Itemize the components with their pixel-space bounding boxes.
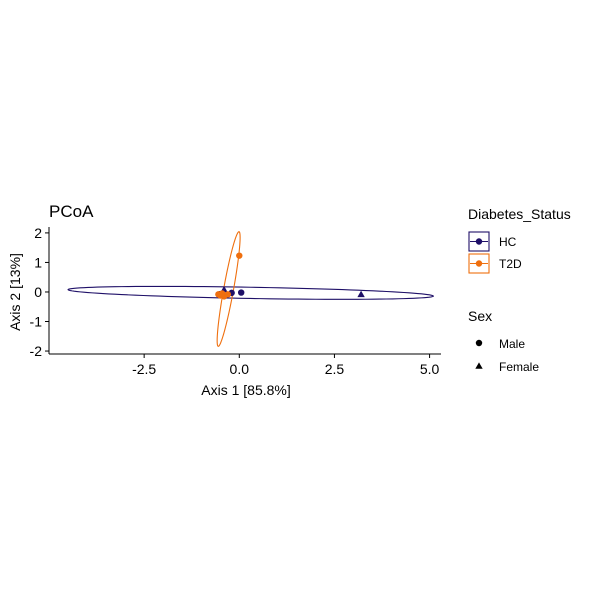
- ellipse-t2d: [216, 231, 241, 347]
- shape-legend-title: Sex: [468, 308, 492, 324]
- y-tick-label: 0: [34, 284, 42, 300]
- point-t2d: [215, 291, 222, 298]
- point-hc: [237, 289, 245, 296]
- legend-entry-female: Female: [475, 360, 539, 374]
- data-points: [215, 252, 365, 300]
- x-tick-label: 0.0: [230, 361, 250, 377]
- legend-label: T2D: [499, 257, 522, 271]
- legend-key-point: [475, 260, 483, 267]
- legend-label: HC: [499, 235, 517, 249]
- color-legend-title: Diabetes_Status: [468, 206, 571, 222]
- confidence-ellipses: [67, 231, 435, 347]
- x-tick-label: -2.5: [132, 361, 156, 377]
- color-legend: Diabetes_Status HC T2D: [468, 206, 571, 274]
- y-tick-label: -2: [30, 343, 43, 359]
- shape-legend: Sex Male Female: [468, 308, 539, 374]
- plot-area: [67, 231, 435, 347]
- y-axis-ticks: -2 -1 0 1 2: [30, 225, 49, 359]
- y-tick-label: 1: [34, 254, 42, 270]
- point-hc: [357, 290, 365, 298]
- x-axis-title: Axis 1 [85.8%]: [201, 382, 291, 398]
- chart-title: PCoA: [49, 202, 94, 221]
- legend-entry-t2d: T2D: [468, 253, 522, 274]
- legend-label: Female: [499, 360, 539, 374]
- legend-label: Male: [499, 337, 525, 351]
- y-tick-label: -1: [30, 314, 43, 330]
- legend-key-point: [475, 238, 483, 245]
- x-axis-ticks: -2.5 0.0 2.5 5.0: [132, 354, 440, 377]
- x-tick-label: 2.5: [325, 361, 345, 377]
- legend-entry-male: Male: [475, 337, 525, 351]
- x-tick-label: 5.0: [420, 361, 440, 377]
- legend-key-shape: [475, 362, 483, 369]
- y-tick-label: 2: [34, 225, 42, 241]
- point-t2d: [236, 252, 243, 259]
- legend-entry-hc: HC: [468, 231, 517, 252]
- y-axis-title: Axis 2 [13%]: [7, 253, 23, 331]
- ellipse-hc: [67, 285, 435, 300]
- point-t2d: [224, 291, 232, 298]
- legend-key-shape: [475, 339, 483, 347]
